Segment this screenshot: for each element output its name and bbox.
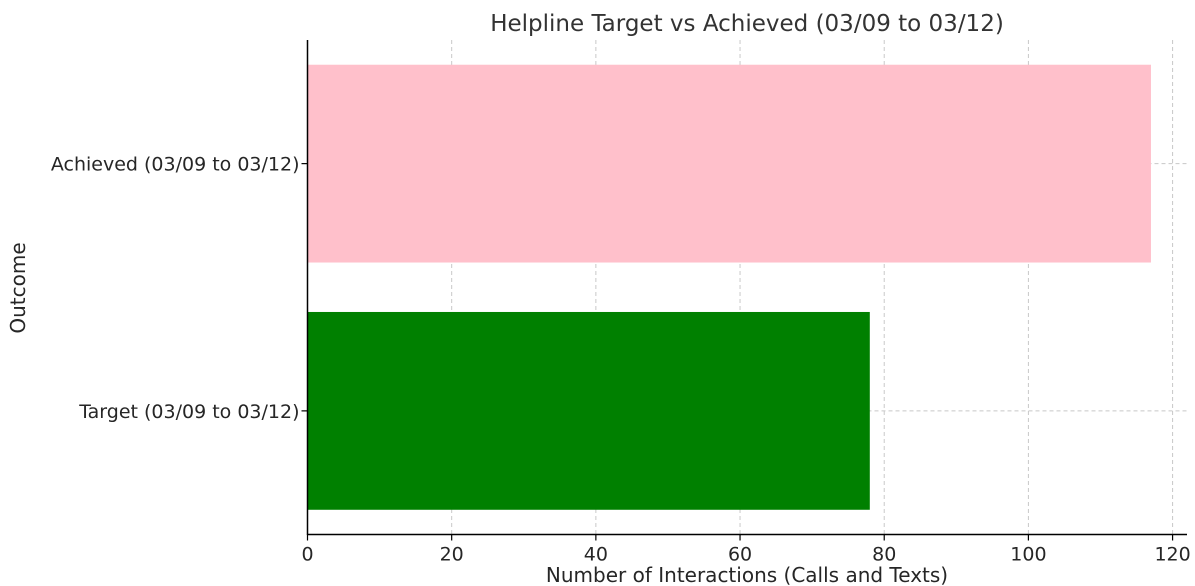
- chart-title: Helpline Target vs Achieved (03/09 to 03…: [490, 11, 1004, 37]
- x-tick-label: 120: [1154, 544, 1190, 566]
- x-tick-label: 80: [872, 544, 896, 566]
- bars: [307, 64, 1151, 510]
- x-axis-label: Number of Interactions (Calls and Texts): [546, 563, 948, 586]
- x-tick-label: 20: [440, 544, 464, 566]
- y-ticks: Target (03/09 to 03/12) Achieved (03/09 t…: [51, 154, 308, 423]
- bar: [307, 64, 1151, 263]
- x-tick-label: 40: [584, 544, 608, 566]
- y-tick-label: Target (03/09 to 03/12): [78, 401, 299, 423]
- x-tick-label: 0: [301, 544, 313, 566]
- x-ticks: 0 20 40 60 80 100 120: [301, 534, 1191, 566]
- x-tick-label: 100: [1010, 544, 1046, 566]
- y-axis-label: Outcome: [6, 242, 30, 333]
- bar: [307, 311, 870, 510]
- x-tick-label: 60: [728, 544, 752, 566]
- y-tick-label: Achieved (03/09 to 03/12): [51, 154, 300, 176]
